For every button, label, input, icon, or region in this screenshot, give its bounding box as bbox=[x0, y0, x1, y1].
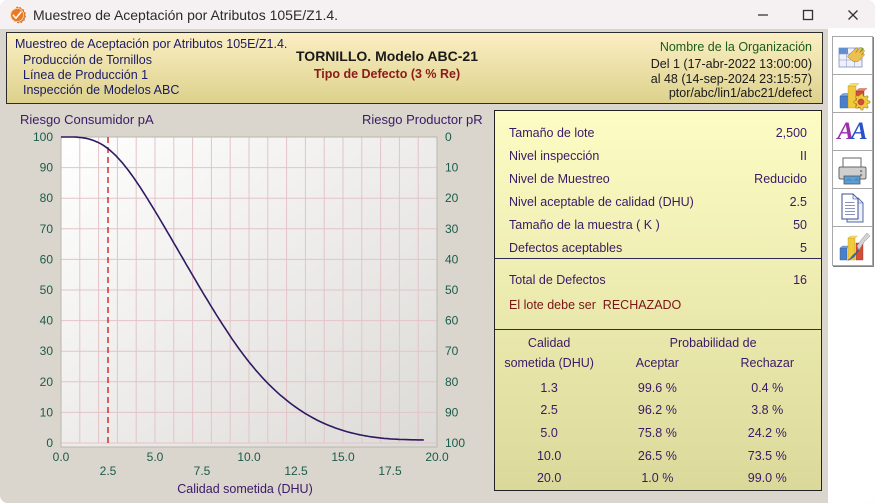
svg-text:80: 80 bbox=[40, 191, 54, 205]
svg-text:20: 20 bbox=[40, 375, 54, 389]
svg-text:12.5: 12.5 bbox=[284, 464, 308, 478]
svg-text:10: 10 bbox=[445, 161, 459, 175]
svg-text:0.0: 0.0 bbox=[53, 450, 70, 464]
svg-text:70: 70 bbox=[40, 222, 54, 236]
svg-text:70: 70 bbox=[445, 344, 459, 358]
svg-text:40: 40 bbox=[40, 314, 54, 328]
svg-text:7.5: 7.5 bbox=[194, 464, 211, 478]
svg-text:60: 60 bbox=[445, 314, 459, 328]
svg-text:40: 40 bbox=[445, 252, 459, 266]
svg-text:90: 90 bbox=[40, 161, 54, 175]
svg-text:15.0: 15.0 bbox=[331, 450, 355, 464]
svg-text:90: 90 bbox=[445, 405, 459, 419]
svg-text:0: 0 bbox=[445, 130, 452, 144]
svg-text:5.0: 5.0 bbox=[147, 450, 164, 464]
svg-text:20.0: 20.0 bbox=[425, 450, 449, 464]
svg-text:50: 50 bbox=[40, 283, 54, 297]
svg-text:30: 30 bbox=[40, 344, 54, 358]
svg-text:30: 30 bbox=[445, 222, 459, 236]
svg-text:60: 60 bbox=[40, 252, 54, 266]
svg-text:0: 0 bbox=[46, 436, 53, 450]
svg-text:20: 20 bbox=[445, 191, 459, 205]
svg-text:10: 10 bbox=[40, 405, 54, 419]
svg-text:80: 80 bbox=[445, 375, 459, 389]
svg-text:100: 100 bbox=[33, 130, 53, 144]
svg-text:10.0: 10.0 bbox=[237, 450, 261, 464]
svg-text:50: 50 bbox=[445, 283, 459, 297]
svg-text:100: 100 bbox=[445, 436, 465, 450]
svg-text:2.5: 2.5 bbox=[100, 464, 117, 478]
svg-text:17.5: 17.5 bbox=[378, 464, 402, 478]
